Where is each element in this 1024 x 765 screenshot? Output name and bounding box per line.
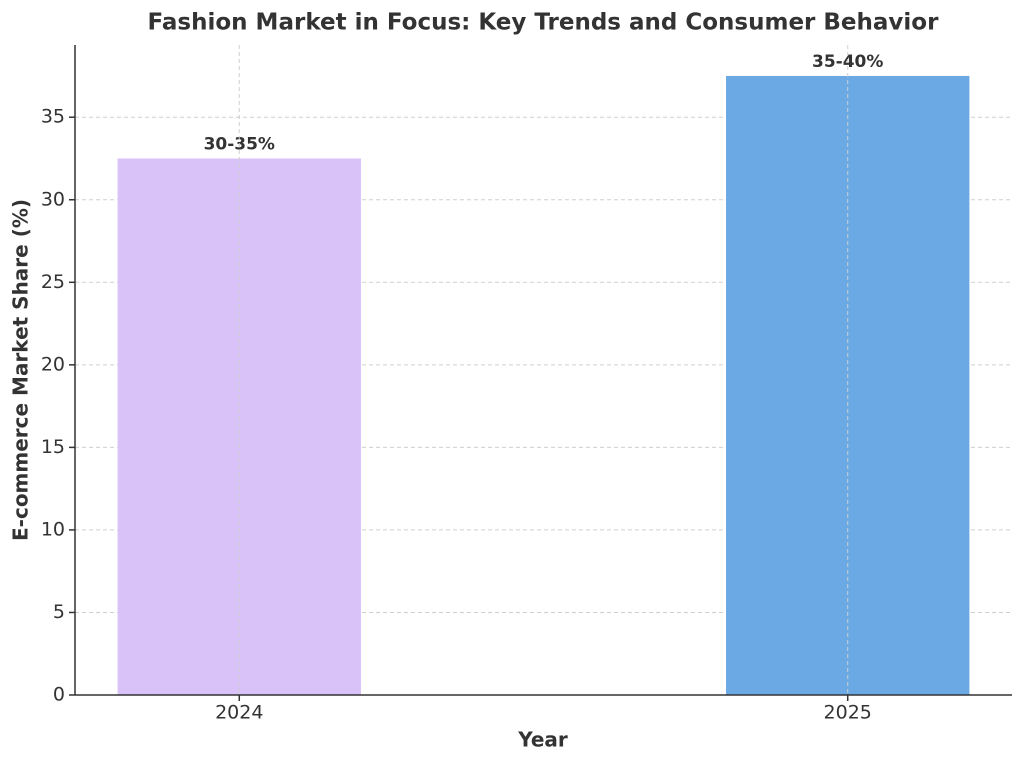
y-tick-label: 5 bbox=[53, 601, 65, 623]
y-tick-label: 30 bbox=[41, 188, 65, 210]
y-tick-label: 25 bbox=[41, 271, 65, 293]
y-tick-label: 35 bbox=[41, 106, 65, 128]
y-axis-label: E-commerce Market Share (%) bbox=[9, 199, 33, 541]
y-tick-label: 15 bbox=[41, 436, 65, 458]
x-axis-label: Year bbox=[517, 728, 568, 752]
chart-title: Fashion Market in Focus: Key Trends and … bbox=[148, 10, 940, 36]
y-tick-label: 0 bbox=[53, 684, 65, 706]
y-tick-label: 10 bbox=[41, 518, 65, 540]
x-tick-label: 2025 bbox=[824, 702, 872, 724]
bar bbox=[726, 75, 970, 695]
y-tick-label: 20 bbox=[41, 353, 65, 375]
x-tick-label: 2024 bbox=[215, 702, 263, 724]
